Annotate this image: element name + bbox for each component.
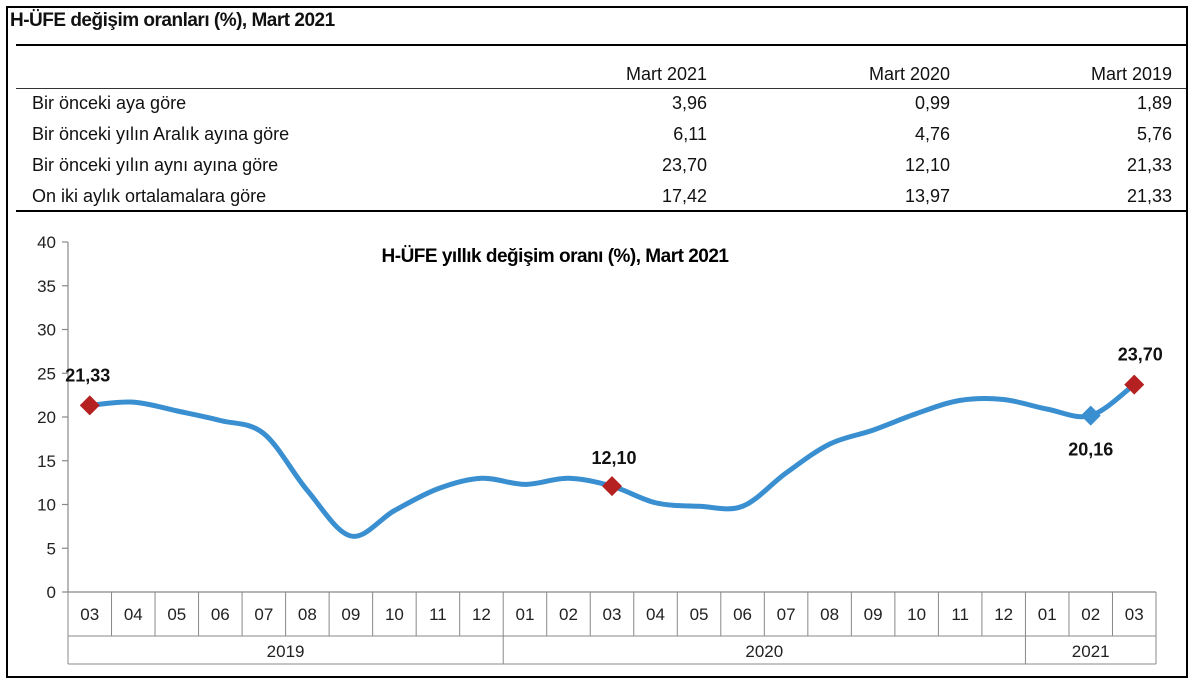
table-header-rule: [16, 88, 1186, 89]
table-cell: 12,10: [904, 155, 950, 175]
y-tick-label: 15: [37, 452, 56, 471]
table-cell: 21,33: [1126, 186, 1172, 206]
x-tick-label: 02: [1081, 605, 1100, 624]
table-cell: 4,76: [914, 124, 950, 144]
x-tick-label: 08: [298, 605, 317, 624]
table-cell: 17,42: [661, 186, 707, 206]
column-header: Mart 2019: [1090, 64, 1172, 84]
data-label: 12,10: [591, 448, 636, 468]
year-label: 2021: [1072, 642, 1110, 661]
table-cell: 23,70: [661, 155, 707, 175]
data-point-marker: [79, 395, 100, 416]
table-header-row: Mart 2021 Mart 2020 Mart 2019: [32, 64, 1172, 94]
row-label: Bir önceki aya göre: [32, 93, 187, 113]
x-tick-label: 04: [124, 605, 143, 624]
x-tick-label: 07: [777, 605, 796, 624]
table-cell: 21,33: [1126, 155, 1172, 175]
y-tick-label: 25: [37, 364, 56, 383]
year-label: 2020: [745, 642, 783, 661]
table-cell: 1,89: [1136, 93, 1172, 113]
data-label: 20,16: [1068, 440, 1113, 460]
x-tick-label: 10: [907, 605, 926, 624]
table-cell: 3,96: [671, 93, 707, 113]
x-tick-label: 05: [167, 605, 186, 624]
x-tick-label: 07: [254, 605, 273, 624]
y-tick-label: 5: [47, 539, 56, 558]
row-label: Bir önceki yılın Aralık ayına göre: [32, 124, 290, 144]
data-point-marker: [1080, 405, 1101, 426]
y-tick-label: 10: [37, 496, 56, 515]
table-row: On iki aylık ortalamalara göre 17,42 13,…: [32, 186, 1172, 216]
x-tick-label: 10: [385, 605, 404, 624]
column-header: Mart 2020: [868, 64, 950, 84]
x-tick-label: 09: [864, 605, 883, 624]
x-tick-label: 03: [603, 605, 622, 624]
x-tick-label: 01: [515, 605, 534, 624]
x-tick-label: 04: [646, 605, 665, 624]
table-cell: 0,99: [914, 93, 950, 113]
y-tick-label: 40: [37, 233, 56, 252]
x-tick-label: 12: [994, 605, 1013, 624]
x-tick-label: 05: [690, 605, 709, 624]
x-tick-label: 09: [341, 605, 360, 624]
row-label: On iki aylık ortalamalara göre: [32, 186, 267, 206]
x-tick-label: 01: [1038, 605, 1057, 624]
y-tick-label: 35: [37, 277, 56, 296]
x-tick-label: 11: [429, 605, 447, 624]
x-tick-label: 06: [733, 605, 752, 624]
data-label: 23,70: [1118, 345, 1163, 365]
y-tick-label: 30: [37, 321, 56, 340]
data-label: 21,33: [65, 365, 110, 385]
y-tick-label: 0: [47, 583, 56, 602]
x-tick-label: 02: [559, 605, 578, 624]
table-bottom-rule: [16, 210, 1186, 212]
chart-title: H-ÜFE yıllık değişim oranı (%), Mart 202…: [382, 246, 730, 267]
year-label: 2019: [267, 642, 305, 661]
row-label: Bir önceki yılın aynı ayına göre: [32, 155, 279, 175]
table-cell: 13,97: [904, 186, 950, 206]
x-tick-label: 03: [1125, 605, 1144, 624]
table-title: H-ÜFE değişim oranları (%), Mart 2021: [10, 10, 335, 31]
table-cell: 6,11: [673, 124, 707, 144]
table-cell: 5,76: [1136, 124, 1172, 144]
data-point-marker: [1124, 374, 1145, 395]
table-top-rule: [16, 44, 1186, 46]
data-point-marker: [602, 476, 622, 497]
table-row: Bir önceki aya göre 3,96 0,99 1,89: [32, 93, 1172, 123]
table-row: Bir önceki yılın aynı ayına göre 23,70 1…: [32, 155, 1172, 185]
table-row: Bir önceki yılın Aralık ayına göre 6,11 …: [32, 124, 1172, 154]
x-tick-label: 11: [951, 605, 969, 624]
figure-frame: [6, 6, 1188, 678]
column-header: Mart 2021: [625, 64, 707, 84]
y-tick-label: 20: [37, 408, 56, 427]
x-tick-label: 08: [820, 605, 839, 624]
x-tick-label: 12: [472, 605, 491, 624]
x-tick-label: 06: [211, 605, 230, 624]
x-tick-label: 03: [80, 605, 99, 624]
